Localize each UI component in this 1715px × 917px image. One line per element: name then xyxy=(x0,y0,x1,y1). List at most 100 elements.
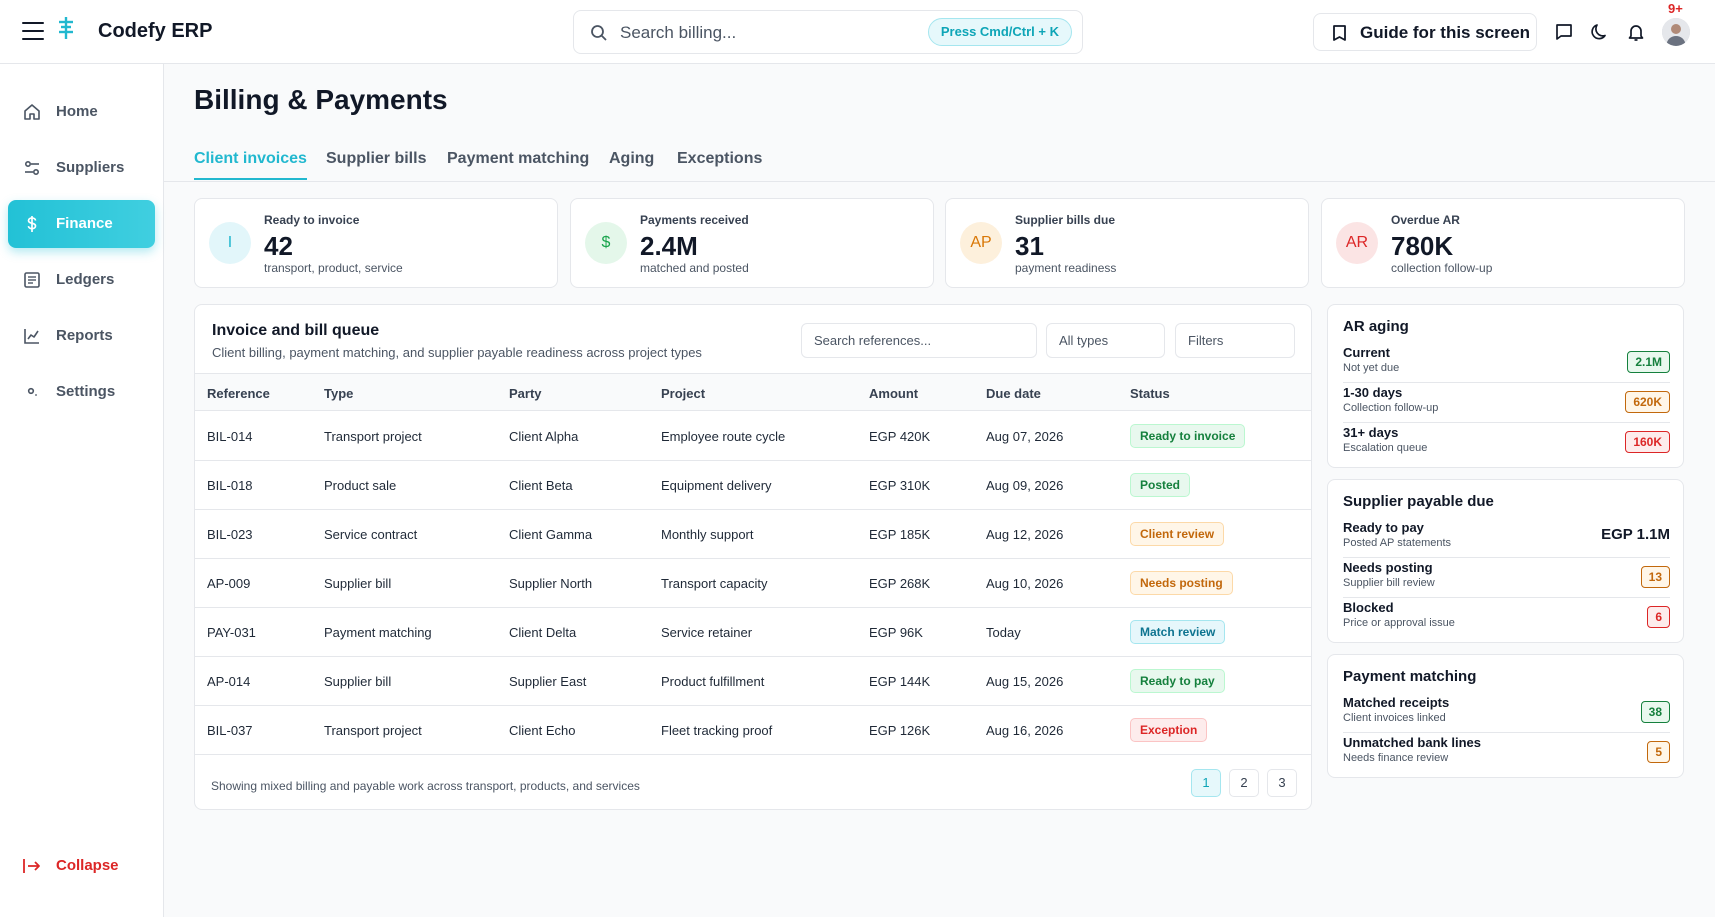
status-badge: Exception xyxy=(1130,718,1208,742)
kpi-value: 2.4M xyxy=(640,231,698,261)
sidebar: Home Suppliers Finance Ledgers Reports S… xyxy=(0,64,164,917)
table-header: Reference Type Party Project Amount Due … xyxy=(195,373,1311,411)
payment-matching-row: Unmatched bank lines Needs finance revie… xyxy=(1343,733,1670,773)
sidebar-item-finance[interactable]: Finance xyxy=(8,200,155,248)
hamburger-menu-icon[interactable] xyxy=(22,22,44,42)
dollar-icon xyxy=(27,216,37,232)
table-row[interactable]: BIL-037 Transport project Client Echo Fl… xyxy=(195,706,1311,755)
tab-supplier-bills[interactable]: Supplier bills xyxy=(326,150,427,167)
cell-due-date: Aug 10, 2026 xyxy=(986,576,1064,591)
tab-exceptions[interactable]: Exceptions xyxy=(677,150,763,167)
value-badge: 5 xyxy=(1647,741,1670,763)
cell-reference: BIL-018 xyxy=(207,478,253,493)
sidebar-item-label: Settings xyxy=(56,383,116,400)
payment-matching-row: Matched receipts Client invoices linked … xyxy=(1343,693,1670,733)
cell-project: Transport capacity xyxy=(661,576,768,591)
column-header-amount[interactable]: Amount xyxy=(869,386,919,401)
guide-button[interactable]: Guide for this screen xyxy=(1313,13,1537,51)
queue-title: Invoice and bill queue xyxy=(212,322,380,339)
panel-title: AR aging xyxy=(1343,318,1409,335)
value-badge: 620K xyxy=(1625,391,1670,413)
sidebar-item-home[interactable]: Home xyxy=(8,88,155,136)
global-search[interactable]: Search billing... Press Cmd/Ctrl + K xyxy=(573,10,1083,54)
status-badge: Posted xyxy=(1130,473,1191,497)
cell-project: Monthly support xyxy=(661,527,754,542)
table-row[interactable]: AP-009 Supplier bill Supplier North Tran… xyxy=(195,559,1311,608)
column-header-project[interactable]: Project xyxy=(661,386,706,401)
sidebar-item-label: Suppliers xyxy=(56,159,125,176)
pagination-page-2[interactable]: 2 xyxy=(1229,769,1259,797)
value-badge: 2.1M xyxy=(1627,351,1670,373)
cell-party: Client Beta xyxy=(509,478,573,493)
cell-type: Supplier bill xyxy=(324,576,392,591)
sidebar-item-label: Reports xyxy=(56,327,113,344)
column-header-status[interactable]: Status xyxy=(1130,386,1170,401)
table-row[interactable]: BIL-018 Product sale Client Beta Equipme… xyxy=(195,461,1311,510)
cell-project: Service retainer xyxy=(661,625,753,640)
cell-amount: EGP 126K xyxy=(869,723,931,738)
sidebar-item-suppliers[interactable]: Suppliers xyxy=(8,144,155,192)
kpi-card-supplier-bills-due: AP Supplier bills due 31 payment readine… xyxy=(945,198,1309,288)
table-row[interactable]: BIL-023 Service contract Client Gamma Mo… xyxy=(195,510,1311,559)
kpi-card-ready-to-invoice: I Ready to invoice 42 transport, product… xyxy=(194,198,558,288)
bell-icon[interactable] xyxy=(1626,22,1646,42)
cell-type: Supplier bill xyxy=(324,674,392,689)
cell-reference: AP-009 xyxy=(207,576,251,591)
pagination-page-3[interactable]: 3 xyxy=(1267,769,1297,797)
cell-type: Service contract xyxy=(324,527,418,542)
user-avatar[interactable] xyxy=(1662,18,1690,46)
tab-payment-matching[interactable]: Payment matching xyxy=(447,150,590,167)
value-badge: 13 xyxy=(1640,566,1670,588)
kpi-label: Payments received xyxy=(640,213,749,227)
panel-title: Supplier payable due xyxy=(1343,493,1494,510)
row-label: Unmatched bank lines xyxy=(1343,735,1481,750)
tab-client-invoices[interactable]: Client invoices xyxy=(194,150,307,180)
cell-reference: AP-014 xyxy=(207,674,251,689)
sidebar-item-label: Finance xyxy=(56,215,113,232)
cell-party: Client Gamma xyxy=(509,527,593,542)
table-row[interactable]: AP-014 Supplier bill Supplier East Produ… xyxy=(195,657,1311,706)
user-avatar-image xyxy=(1662,18,1690,46)
sidebar-item-reports[interactable]: Reports xyxy=(8,312,155,360)
status-badge: Ready to pay xyxy=(1130,669,1225,693)
search-input[interactable]: Search billing... xyxy=(620,23,737,42)
type-filter-select[interactable]: All types xyxy=(1046,323,1165,358)
kpi-icon: AR xyxy=(1336,222,1378,264)
chat-icon[interactable] xyxy=(1554,22,1574,42)
column-header-due-date[interactable]: Due date xyxy=(986,386,1041,401)
home-icon xyxy=(24,104,40,120)
cell-project: Fleet tracking proof xyxy=(661,723,773,738)
notification-badge: 9+ xyxy=(1668,1,1683,16)
cell-due-date: Today xyxy=(986,625,1021,640)
kpi-label: Ready to invoice xyxy=(264,213,360,227)
row-label: Needs posting xyxy=(1343,560,1433,575)
sidebar-item-ledgers[interactable]: Ledgers xyxy=(8,256,155,304)
tab-aging[interactable]: Aging xyxy=(609,150,655,167)
kpi-subtitle: matched and posted xyxy=(640,261,749,275)
cell-amount: EGP 185K xyxy=(869,527,931,542)
ar-aging-panel: AR aging Current Not yet due 2.1M 1-30 d… xyxy=(1327,304,1684,468)
dark-mode-moon-icon[interactable] xyxy=(1590,22,1610,42)
cell-amount: EGP 144K xyxy=(869,674,931,689)
kpi-icon: I xyxy=(209,222,251,264)
table-row[interactable]: PAY-031 Payment matching Client Delta Se… xyxy=(195,608,1311,657)
kpi-icon: AP xyxy=(960,222,1002,264)
column-header-reference[interactable]: Reference xyxy=(207,386,270,401)
sidebar-item-settings[interactable]: Settings xyxy=(8,368,155,416)
pagination-page-1[interactable]: 1 xyxy=(1191,769,1221,797)
row-subtitle: Needs finance review xyxy=(1343,752,1449,764)
kpi-icon: $ xyxy=(585,222,627,264)
page-title: Billing & Payments xyxy=(194,84,448,115)
filters-button[interactable]: Filters xyxy=(1175,323,1295,358)
ar-aging-row: 1-30 days Collection follow-up 620K xyxy=(1343,383,1670,423)
cell-amount: EGP 420K xyxy=(869,429,931,444)
cell-party: Supplier North xyxy=(509,576,593,591)
status-badge: Client review xyxy=(1130,522,1225,546)
column-header-type[interactable]: Type xyxy=(324,386,354,401)
table-row[interactable]: BIL-014 Transport project Client Alpha E… xyxy=(195,412,1311,461)
cell-due-date: Aug 16, 2026 xyxy=(986,723,1064,738)
collapse-button[interactable]: Collapse xyxy=(22,857,119,880)
reference-search-input[interactable]: Search references... xyxy=(801,323,1037,358)
supplier-payable-row: Ready to pay Posted AP statements EGP 1.… xyxy=(1343,518,1670,558)
column-header-party[interactable]: Party xyxy=(509,386,542,401)
